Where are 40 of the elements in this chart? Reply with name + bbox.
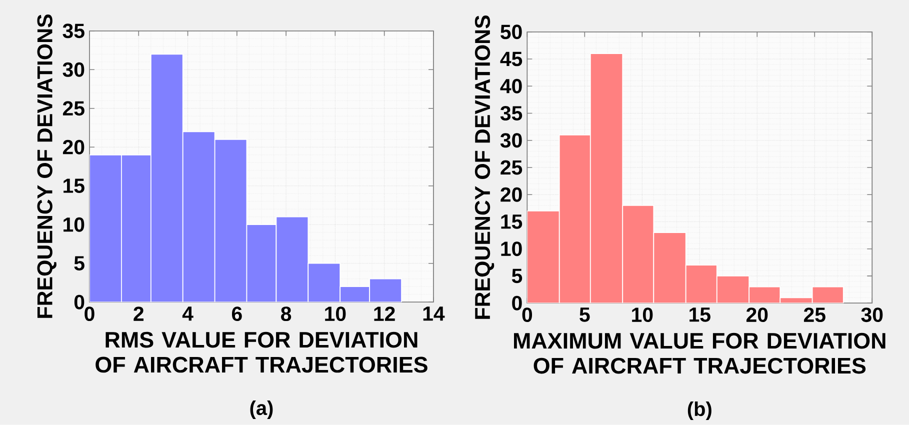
x-tick-label: 10 — [632, 308, 653, 322]
y-tick-label: 20 — [62, 140, 84, 154]
x-tick-label: 20 — [746, 308, 768, 322]
x-tick-label: 2 — [134, 306, 144, 321]
y-tick-label: 50 — [500, 24, 522, 40]
y-tick-label: 30 — [62, 62, 84, 78]
x-tick-label: 14 — [423, 306, 445, 321]
y-tick-label: 20 — [500, 188, 522, 202]
y-tick-label: 5 — [512, 268, 522, 284]
text: (a) — [250, 400, 273, 420]
x-tick-label: 0 — [522, 308, 532, 322]
y-tick-label: 25 — [62, 101, 84, 116]
y-tick-label: 25 — [500, 160, 522, 175]
y-tick-label: 5 — [74, 256, 84, 271]
x-axis-title: RMS VALUE FOR DEVIATION OF AIRCRAFT TRAJECTORIES — [96, 332, 428, 373]
y-tick-label: 45 — [500, 52, 522, 66]
y-tick-label: 30 — [500, 133, 522, 148]
x-tick-label: 5 — [580, 308, 590, 322]
x-tick-label: 25 — [804, 308, 826, 322]
y-tick-label: 15 — [64, 178, 84, 194]
y-tick-label: 35 — [500, 106, 522, 121]
y-tick-label: 35 — [62, 24, 84, 38]
y-tick-label: 15 — [501, 214, 522, 229]
y-axis-title: FREQUENCY OF DEVIATIONS — [37, 14, 56, 318]
x-tick-label: 15 — [690, 308, 710, 322]
x-tick-label: 10 — [325, 306, 346, 322]
y-tick-label: 0 — [74, 294, 84, 310]
y-tick-label: 10 — [64, 218, 84, 232]
x-tick-label: 0 — [84, 306, 94, 322]
y-tick-label: 10 — [501, 242, 522, 256]
y-axis-title: FREQUENCY OF DEVIATIONS — [474, 16, 494, 320]
x-tick-label: 30 — [861, 308, 883, 322]
y-tick-label: 0 — [512, 296, 522, 310]
x-tick-label: 4 — [182, 306, 194, 321]
text: (b) — [688, 402, 712, 420]
x-tick-label: 8 — [281, 306, 292, 322]
x-tick-label: 12 — [374, 306, 395, 321]
x-axis-title: MAXIMUM VALUE FOR DEVIATION OF AIRCRAFT TRAJECTORIES — [514, 333, 886, 374]
y-tick-label: 40 — [500, 79, 522, 94]
x-tick-label: 6 — [232, 306, 242, 322]
